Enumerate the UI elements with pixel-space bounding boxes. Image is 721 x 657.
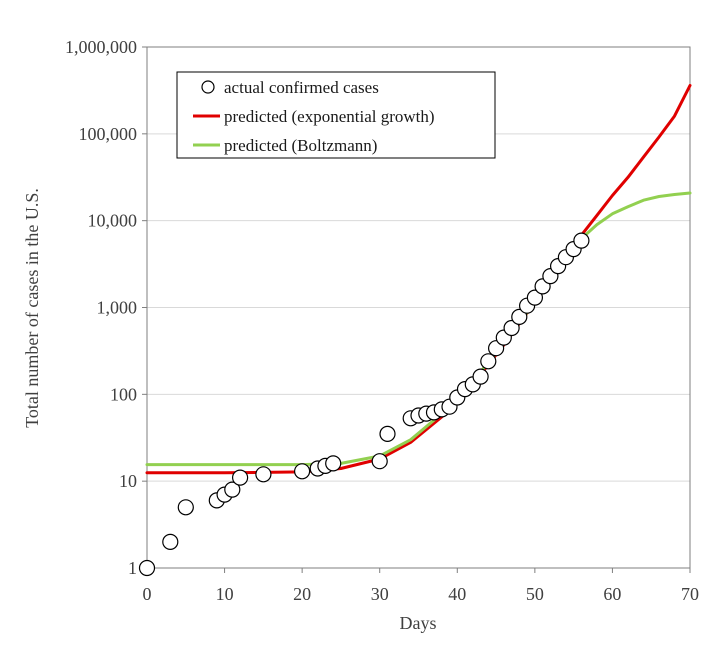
y-tick-label-4: 10,000 (88, 211, 138, 231)
x-tick-label-3: 30 (371, 584, 389, 604)
y-tick-label-6: 1,000,000 (65, 37, 137, 57)
legend-label-exponential: predicted (exponential growth) (224, 107, 435, 126)
legend-label-actual-cases: actual confirmed cases (224, 78, 379, 97)
data-point-5 (224, 481, 241, 498)
legend-marker-actual-cases (201, 80, 215, 94)
legend-label-boltzmann: predicted (Boltzmann) (224, 136, 377, 155)
data-point-8 (294, 463, 311, 480)
y-tick-label-2: 100 (110, 384, 137, 404)
data-point-36 (573, 232, 590, 249)
x-tick-label-6: 60 (603, 584, 621, 604)
y-tick-label-5: 100,000 (79, 124, 138, 144)
legend: actual confirmed cases predicted (expone… (176, 71, 496, 159)
x-tick-label-5: 50 (526, 584, 544, 604)
y-tick-label-0: 1 (128, 558, 137, 578)
data-point-28 (511, 308, 528, 325)
y-tick-label-1: 10 (119, 471, 137, 491)
legend-box (176, 71, 496, 159)
data-point-30 (526, 289, 544, 306)
data-point-12 (371, 453, 388, 470)
data-point-27 (503, 319, 520, 337)
x-tick-label-2: 20 (293, 584, 311, 604)
data-point-6 (232, 469, 249, 486)
x-tick-label-0: 0 (143, 584, 152, 604)
data-point-0 (138, 559, 156, 577)
axis-ticks: 1 10 100 1,000 10,000 100,000 1,000,000 0 10 20 30… (65, 37, 699, 604)
data-point-7 (255, 466, 272, 483)
data-point-23 (472, 368, 489, 385)
y-tick-label-3: 1,000 (97, 298, 138, 318)
x-axis-title: Days (400, 613, 437, 633)
x-tick-label-7: 70 (681, 584, 699, 604)
data-point-1 (162, 533, 179, 551)
data-point-13 (379, 425, 396, 442)
data-point-11 (325, 455, 342, 472)
data-point-24 (480, 353, 497, 370)
y-axis-title: Total number of cases in the U.S. (22, 188, 42, 428)
series (138, 84, 692, 577)
x-tick-label-4: 40 (448, 584, 466, 604)
data-point-2 (177, 499, 194, 516)
x-tick-label-1: 10 (216, 584, 234, 604)
